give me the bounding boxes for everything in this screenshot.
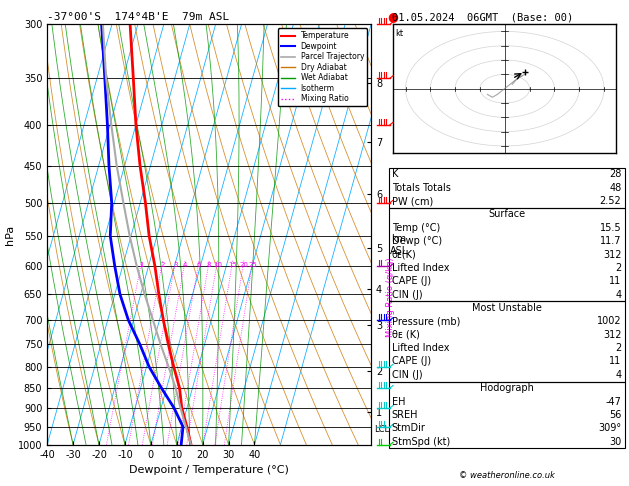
Legend: Temperature, Dewpoint, Parcel Trajectory, Dry Adiabat, Wet Adiabat, Isotherm, Mi: Temperature, Dewpoint, Parcel Trajectory… xyxy=(278,28,367,106)
Text: 28: 28 xyxy=(609,169,621,179)
Text: 309°: 309° xyxy=(598,423,621,434)
Text: -37°00'S  174°4B'E  79m ASL: -37°00'S 174°4B'E 79m ASL xyxy=(47,12,230,22)
Text: -47: -47 xyxy=(606,397,621,407)
Text: Dewp (°C): Dewp (°C) xyxy=(392,236,442,246)
Text: Hodograph: Hodograph xyxy=(480,383,533,393)
Text: Surface: Surface xyxy=(488,209,525,220)
Text: 4: 4 xyxy=(615,290,621,300)
Y-axis label: km
ASL: km ASL xyxy=(390,235,408,256)
Text: 11.7: 11.7 xyxy=(600,236,621,246)
Text: 3: 3 xyxy=(173,261,177,268)
Text: 15.5: 15.5 xyxy=(600,223,621,233)
Text: 8: 8 xyxy=(207,261,211,268)
Text: EH: EH xyxy=(392,397,405,407)
Text: CAPE (J): CAPE (J) xyxy=(392,356,431,366)
Text: 25: 25 xyxy=(248,261,257,268)
Text: 01.05.2024  06GMT  (Base: 00): 01.05.2024 06GMT (Base: 00) xyxy=(392,12,574,22)
Text: © weatheronline.co.uk: © weatheronline.co.uk xyxy=(459,471,555,480)
Text: 30: 30 xyxy=(610,436,621,447)
Text: θᴇ(K): θᴇ(K) xyxy=(392,249,416,260)
Text: 2.52: 2.52 xyxy=(599,196,621,206)
Text: CAPE (J): CAPE (J) xyxy=(392,276,431,286)
Text: 312: 312 xyxy=(603,330,621,340)
Text: PW (cm): PW (cm) xyxy=(392,196,433,206)
Text: Lifted Index: Lifted Index xyxy=(392,263,449,273)
Text: 6: 6 xyxy=(197,261,201,268)
Text: Totals Totals: Totals Totals xyxy=(392,183,451,193)
Text: kt: kt xyxy=(396,29,404,37)
Text: CIN (J): CIN (J) xyxy=(392,290,423,300)
Text: ●: ● xyxy=(387,11,398,23)
Text: LCL: LCL xyxy=(374,425,389,434)
Text: 2: 2 xyxy=(160,261,165,268)
Text: 11: 11 xyxy=(610,356,621,366)
Text: 56: 56 xyxy=(609,410,621,420)
Text: 2: 2 xyxy=(615,343,621,353)
Text: Mixing Ratio (g/kg): Mixing Ratio (g/kg) xyxy=(386,258,395,337)
Text: θᴇ (K): θᴇ (K) xyxy=(392,330,420,340)
Text: SREH: SREH xyxy=(392,410,418,420)
Text: 10: 10 xyxy=(213,261,222,268)
Text: 312: 312 xyxy=(603,249,621,260)
Text: 4: 4 xyxy=(183,261,187,268)
Text: Lifted Index: Lifted Index xyxy=(392,343,449,353)
Text: StmDir: StmDir xyxy=(392,423,426,434)
Text: 1002: 1002 xyxy=(597,316,621,327)
Text: 20: 20 xyxy=(239,261,248,268)
Text: 1: 1 xyxy=(139,261,144,268)
Y-axis label: hPa: hPa xyxy=(5,225,15,244)
Text: 2: 2 xyxy=(615,263,621,273)
Text: 11: 11 xyxy=(610,276,621,286)
Text: Pressure (mb): Pressure (mb) xyxy=(392,316,460,327)
Text: Temp (°C): Temp (°C) xyxy=(392,223,440,233)
X-axis label: Dewpoint / Temperature (°C): Dewpoint / Temperature (°C) xyxy=(129,465,289,475)
Text: 4: 4 xyxy=(615,370,621,380)
Text: CIN (J): CIN (J) xyxy=(392,370,423,380)
Text: 48: 48 xyxy=(610,183,621,193)
Text: K: K xyxy=(392,169,398,179)
Text: Most Unstable: Most Unstable xyxy=(472,303,542,313)
Text: 15: 15 xyxy=(228,261,237,268)
Text: StmSpd (kt): StmSpd (kt) xyxy=(392,436,450,447)
